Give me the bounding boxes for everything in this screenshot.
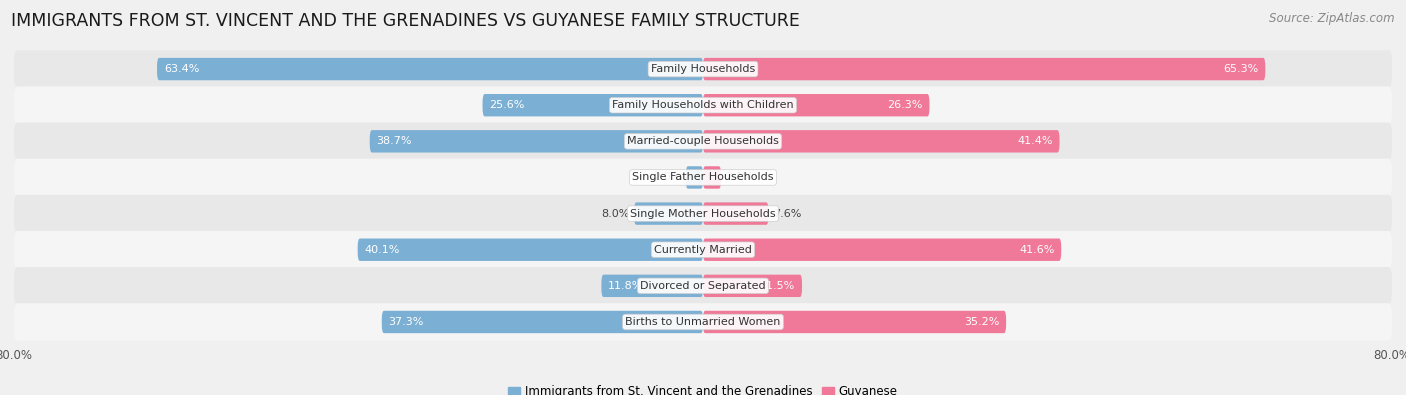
FancyBboxPatch shape: [703, 202, 769, 225]
FancyBboxPatch shape: [703, 94, 929, 117]
FancyBboxPatch shape: [634, 202, 703, 225]
Text: 37.3%: 37.3%: [388, 317, 425, 327]
Text: Single Mother Households: Single Mother Households: [630, 209, 776, 218]
Text: 63.4%: 63.4%: [165, 64, 200, 74]
FancyBboxPatch shape: [14, 195, 1392, 232]
FancyBboxPatch shape: [14, 231, 1392, 269]
FancyBboxPatch shape: [602, 275, 703, 297]
FancyBboxPatch shape: [703, 239, 1062, 261]
Text: Family Households: Family Households: [651, 64, 755, 74]
Text: IMMIGRANTS FROM ST. VINCENT AND THE GRENADINES VS GUYANESE FAMILY STRUCTURE: IMMIGRANTS FROM ST. VINCENT AND THE GREN…: [11, 12, 800, 30]
FancyBboxPatch shape: [382, 311, 703, 333]
Text: 11.8%: 11.8%: [609, 281, 644, 291]
FancyBboxPatch shape: [14, 122, 1392, 160]
Text: 41.4%: 41.4%: [1017, 136, 1053, 146]
Text: Source: ZipAtlas.com: Source: ZipAtlas.com: [1270, 12, 1395, 25]
FancyBboxPatch shape: [703, 58, 1265, 80]
FancyBboxPatch shape: [703, 166, 721, 189]
Text: 40.1%: 40.1%: [364, 245, 399, 255]
FancyBboxPatch shape: [482, 94, 703, 117]
Text: 7.6%: 7.6%: [773, 209, 801, 218]
Text: Currently Married: Currently Married: [654, 245, 752, 255]
FancyBboxPatch shape: [14, 50, 1392, 88]
Text: Divorced or Separated: Divorced or Separated: [640, 281, 766, 291]
FancyBboxPatch shape: [14, 303, 1392, 341]
Text: 25.6%: 25.6%: [489, 100, 524, 110]
Text: 38.7%: 38.7%: [377, 136, 412, 146]
FancyBboxPatch shape: [703, 275, 801, 297]
FancyBboxPatch shape: [14, 159, 1392, 196]
FancyBboxPatch shape: [370, 130, 703, 152]
Text: 2.0%: 2.0%: [654, 173, 682, 182]
FancyBboxPatch shape: [686, 166, 703, 189]
Text: 41.6%: 41.6%: [1019, 245, 1054, 255]
Text: 65.3%: 65.3%: [1223, 64, 1258, 74]
Text: 11.5%: 11.5%: [759, 281, 796, 291]
Text: 2.1%: 2.1%: [725, 173, 754, 182]
FancyBboxPatch shape: [357, 239, 703, 261]
Text: Married-couple Households: Married-couple Households: [627, 136, 779, 146]
Text: Single Father Households: Single Father Households: [633, 173, 773, 182]
FancyBboxPatch shape: [703, 311, 1007, 333]
FancyBboxPatch shape: [14, 267, 1392, 305]
Text: Family Households with Children: Family Households with Children: [612, 100, 794, 110]
Legend: Immigrants from St. Vincent and the Grenadines, Guyanese: Immigrants from St. Vincent and the Gren…: [503, 380, 903, 395]
FancyBboxPatch shape: [157, 58, 703, 80]
Text: 26.3%: 26.3%: [887, 100, 922, 110]
FancyBboxPatch shape: [703, 130, 1060, 152]
Text: 35.2%: 35.2%: [965, 317, 1000, 327]
Text: Births to Unmarried Women: Births to Unmarried Women: [626, 317, 780, 327]
Text: 8.0%: 8.0%: [602, 209, 630, 218]
FancyBboxPatch shape: [14, 87, 1392, 124]
